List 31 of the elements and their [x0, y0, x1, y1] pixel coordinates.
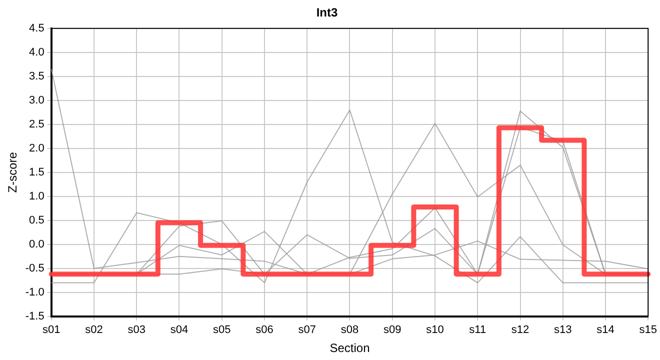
y-tick-label: -0.5 — [25, 262, 44, 274]
x-tick-label: s09 — [383, 324, 402, 336]
x-tick-label: s13 — [554, 324, 572, 336]
x-tick-label: s06 — [256, 324, 274, 336]
x-tick-label: s08 — [340, 324, 359, 336]
chart-title: Int3 — [316, 6, 338, 20]
y-tick-label: 4.5 — [29, 22, 44, 34]
x-tick-label: s15 — [639, 324, 658, 336]
x-tick-label: s02 — [85, 324, 103, 336]
x-tick-label: s05 — [212, 324, 231, 336]
x-tick-label: s04 — [170, 324, 188, 336]
y-tick-label: 1.0 — [29, 190, 44, 202]
x-tick-label: s03 — [128, 324, 146, 336]
x-tick-label: s01 — [42, 324, 60, 336]
x-tick-label: s07 — [298, 324, 316, 336]
y-tick-label: 4.0 — [29, 46, 44, 58]
x-tick-label: s11 — [469, 324, 486, 336]
x-tick-label: s14 — [596, 324, 614, 336]
y-axis-title: Z-score — [6, 152, 20, 193]
y-tick-label: 1.5 — [29, 166, 44, 178]
y-tick-label: 2.0 — [29, 142, 44, 154]
y-tick-label: -1.5 — [25, 310, 44, 322]
y-tick-label: 0.5 — [29, 214, 44, 226]
y-tick-label: 0.0 — [29, 238, 44, 250]
x-tick-label: s10 — [426, 324, 444, 336]
x-tick-label: s12 — [511, 324, 530, 336]
y-tick-label: 3.0 — [29, 94, 44, 106]
x-axis-title: Section — [330, 341, 370, 356]
y-tick-label: 2.5 — [29, 118, 44, 130]
y-tick-label: -1.0 — [25, 286, 44, 298]
y-tick-label: 3.5 — [29, 70, 44, 82]
